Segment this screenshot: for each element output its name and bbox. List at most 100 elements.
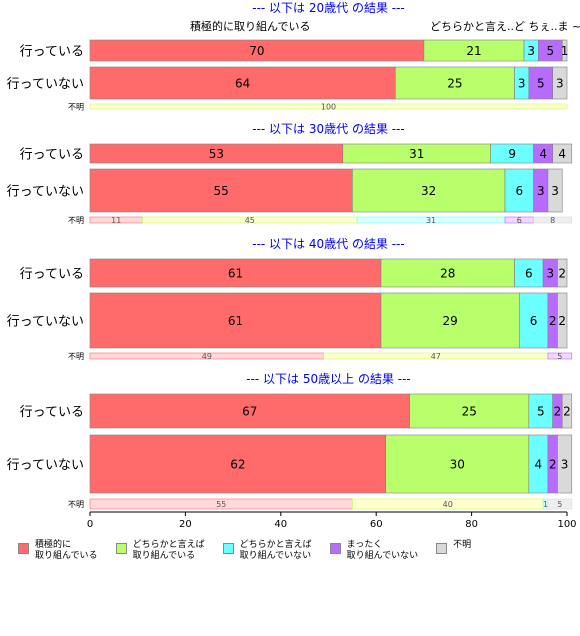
legend-item: 積極的に 取り組んでいる — [18, 540, 98, 562]
unknown-bar-segment — [547, 352, 573, 360]
unknown-bar-value-label: 47 — [431, 352, 441, 361]
legend-label: 不明 — [453, 540, 472, 550]
bar-segment — [561, 39, 568, 62]
bar-value-label: 2 — [549, 314, 557, 328]
bar-value-label: 32 — [421, 184, 436, 198]
bar-segment — [89, 66, 396, 100]
bar-segment — [89, 393, 410, 429]
bar-value-label: 64 — [235, 77, 250, 91]
legend-swatch — [436, 543, 448, 554]
bar-value-label: 30 — [450, 458, 465, 472]
bar-value-label: 21 — [466, 44, 481, 58]
legend-label: どちらかと言えば 取り組んでいる — [132, 540, 205, 561]
bar-value-label: 5 — [537, 405, 545, 419]
bar-value-label: 4 — [558, 147, 566, 161]
legend-item: どちらかと言えば 取り組んでいない — [222, 540, 312, 562]
bar-segment — [89, 434, 387, 494]
panel-title: --- 以下は 30歳代 の結果 --- — [252, 122, 405, 136]
bar-segment — [518, 292, 549, 349]
legend-swatch — [329, 543, 341, 554]
legend-item: まったく 取り組んでいない — [329, 540, 419, 562]
unknown-row-label: 不明 — [68, 352, 84, 361]
unknown-bar-value-label: 49 — [202, 352, 212, 361]
panel-title: --- 以下は 40歳代 の結果 --- — [252, 237, 405, 251]
unknown-row-label: 不明 — [68, 103, 84, 112]
unknown-bar-value-label: 31 — [426, 216, 436, 225]
bar-value-label: 3 — [561, 458, 569, 472]
bar-value-label: 3 — [546, 267, 554, 281]
bar-segment — [504, 168, 534, 213]
bar-value-label: 3 — [518, 77, 526, 91]
bar-value-label: 25 — [462, 405, 477, 419]
bar-value-label: 3 — [551, 184, 559, 198]
chart-legend: 積極的に 取り組んでいる どちらかと言えば 取り組んでいる どちらかと言えば 取り組… — [18, 540, 578, 562]
bar-segment — [89, 168, 353, 213]
bar-value-label: 3 — [556, 77, 564, 91]
bar-value-label: 5 — [546, 44, 554, 58]
unknown-bar-value-label: 100 — [321, 103, 336, 112]
bar-segment — [380, 258, 515, 288]
bar-value-label: 2 — [563, 405, 571, 419]
unknown-bar-value-label: 8 — [550, 216, 555, 225]
unknown-bar-value-label: 40 — [443, 500, 453, 509]
bar-value-label: 55 — [214, 184, 229, 198]
bar-value-label: 31 — [409, 147, 424, 161]
row-label: 行っていない — [7, 315, 84, 330]
bar-segment — [547, 168, 563, 213]
unknown-bar-segment — [547, 498, 573, 510]
row-label: 行っている — [20, 45, 84, 60]
legend-swatch — [115, 543, 127, 554]
bar-value-label: 28 — [440, 267, 455, 281]
legend-label: 積極的に 取り組んでいる — [35, 540, 98, 561]
bar-value-label: 3 — [537, 184, 545, 198]
unknown-bar-segment — [533, 216, 573, 224]
unknown-bar-value-label: 1 — [543, 500, 548, 509]
bar-value-label: 61 — [228, 314, 243, 328]
row-label: 行っていない — [7, 185, 84, 200]
bar-value-label: 53 — [209, 147, 224, 161]
bar-value-label: 6 — [525, 267, 533, 281]
bar-segment — [557, 434, 573, 494]
row-label: 行っている — [20, 148, 84, 163]
bar-value-label: 1 — [561, 44, 569, 58]
bar-value-label: 61 — [228, 267, 243, 281]
legend-item: 不明 — [436, 540, 471, 562]
bar-value-label: 2 — [554, 405, 562, 419]
unknown-bar-segment — [89, 103, 568, 110]
legend-label: まったく 取り組んでいない — [346, 540, 419, 561]
bar-value-label: 25 — [447, 77, 462, 91]
bar-value-label: 2 — [549, 458, 557, 472]
unknown-bar-value-label: 6 — [517, 216, 522, 225]
bar-value-label: 6 — [515, 184, 523, 198]
unknown-row-label: 不明 — [68, 500, 84, 509]
bar-value-label: 4 — [535, 458, 543, 472]
row-label: 行っていない — [7, 77, 84, 92]
bar-value-label: 3 — [527, 44, 535, 58]
bar-segment — [552, 66, 568, 100]
segment-header-label: どちらかと言え..ど ちぇ..ま ~不明 — [430, 20, 580, 33]
bar-value-label: 2 — [558, 314, 566, 328]
bar-value-label: 62 — [230, 458, 245, 472]
legend-swatch — [222, 543, 234, 554]
x-tick-label: 100 — [557, 519, 576, 530]
bar-segment — [89, 292, 382, 349]
legend-swatch — [18, 543, 29, 554]
unknown-bar-value-label: 55 — [216, 500, 226, 509]
panel-title: --- 以下は 20歳代 の結果 --- — [252, 1, 405, 15]
legend-item: どちらかと言えば 取り組んでいる — [115, 540, 205, 562]
bar-segment — [514, 258, 544, 288]
segment-header-label: 積極的に取り組んでいる — [190, 19, 310, 33]
bar-segment — [552, 143, 573, 164]
unknown-bar-value-label: 5 — [557, 500, 562, 509]
x-tick-label: 0 — [87, 519, 93, 530]
bar-value-label: 9 — [508, 147, 516, 161]
panel-title: --- 以下は 50歳以上 の結果 --- — [246, 372, 411, 386]
bar-value-label: 2 — [558, 267, 566, 281]
x-tick-label: 40 — [274, 519, 287, 530]
x-tick-label: 60 — [370, 519, 383, 530]
unknown-bar-value-label: 45 — [245, 216, 255, 225]
bar-segment — [385, 434, 530, 494]
bar-segment — [380, 292, 520, 349]
x-tick-label: 80 — [465, 519, 478, 530]
